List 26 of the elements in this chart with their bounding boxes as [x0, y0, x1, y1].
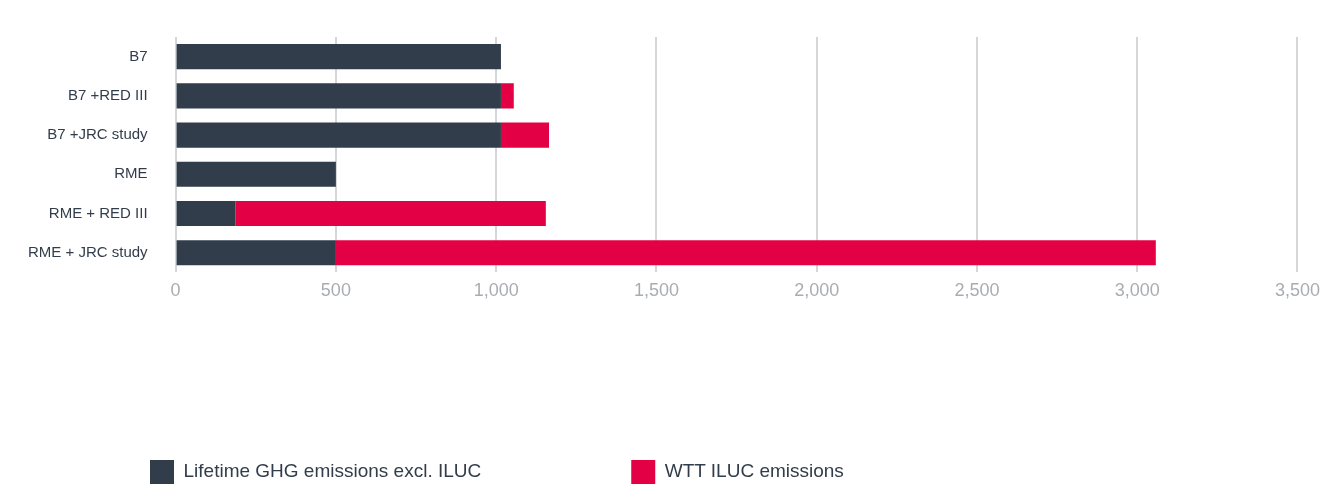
bar [176, 161, 336, 187]
legend-label: Lifetime GHG emissions excl. ILUC [183, 460, 482, 482]
bar [176, 240, 336, 266]
bar [500, 83, 514, 109]
bar [235, 201, 546, 227]
x-tick-label: 3,500 [1274, 280, 1320, 301]
y-tick-label: RME + RED III [48, 203, 148, 221]
legend-label: WTT ILUC emissions [664, 460, 844, 482]
x-tick-label: 3,000 [1114, 280, 1160, 301]
x-tick-label: 1,000 [473, 280, 519, 301]
y-tick-label: B7 [129, 46, 148, 64]
y-tick-label: B7 +RED III [67, 85, 148, 103]
bar [176, 122, 501, 148]
bar [176, 83, 501, 109]
y-tick-label: RME [114, 164, 148, 182]
bar [500, 122, 550, 148]
bar [176, 201, 236, 227]
x-tick-label: 1,500 [633, 280, 679, 301]
y-tick-label: B7 +JRC study [47, 125, 149, 143]
bar [176, 44, 501, 70]
x-tick-label: 2,500 [954, 280, 1000, 301]
x-tick-label: 0 [170, 280, 181, 301]
y-tick-label: RME + JRC study [27, 242, 149, 260]
x-tick-label: 2,000 [794, 280, 840, 301]
x-tick-label: 500 [320, 280, 351, 301]
bar [335, 240, 1156, 266]
